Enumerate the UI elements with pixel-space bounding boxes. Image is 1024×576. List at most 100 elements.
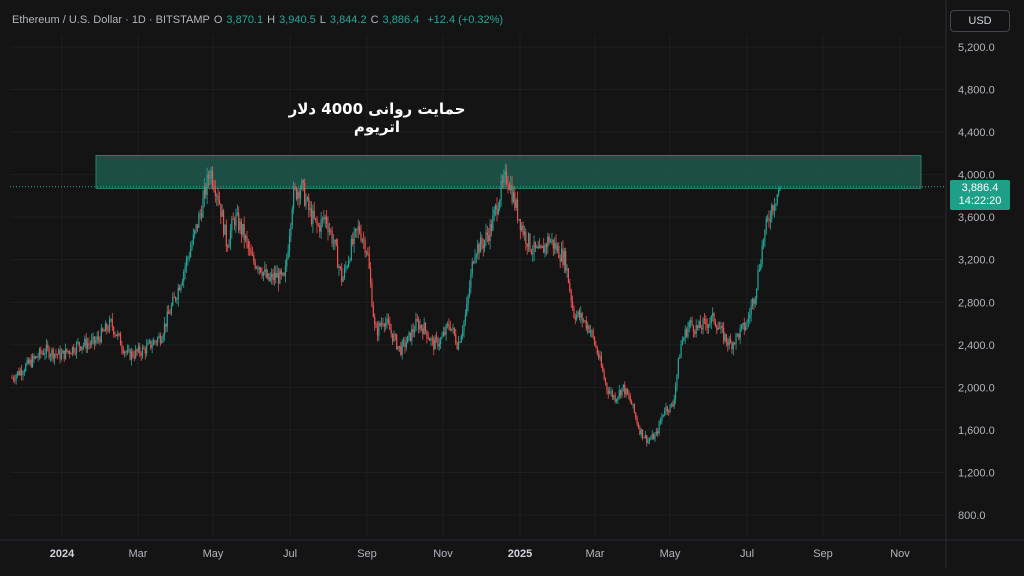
candle-body [372,306,374,317]
candle-body [615,399,618,402]
candle-body [45,344,47,354]
candle-body [203,186,205,198]
candle-body [309,208,311,210]
candle-body [659,420,662,423]
candle-body [260,267,262,273]
candle-body [738,333,740,339]
candle-body [91,339,93,345]
candle-body [720,326,722,329]
candle-body [358,226,361,233]
candle-body [776,194,778,204]
candle-body [725,334,728,343]
candle-body [210,170,212,178]
y-tick-label: 4,000.0 [958,170,995,182]
candle-body [665,406,667,412]
candle-body [415,319,417,331]
chart-annotation[interactable]: حمایت روانی 4000 دلار اتریوم [288,100,466,136]
candle-body [49,355,52,358]
candle-body [56,354,58,355]
candle-body [477,244,479,255]
candle-body [416,319,418,321]
candle-body [709,322,711,325]
candle-body [510,184,512,190]
candle-body [33,355,35,359]
candle-body [690,320,692,323]
candle-body [220,203,222,217]
candle-body [308,197,310,210]
candle-body [271,274,273,278]
y-tick-label: 3,200.0 [958,255,995,267]
candle-body [591,330,593,332]
candle-body [375,324,377,328]
candle-body [534,241,537,248]
candle-body [470,273,472,288]
candle-body [475,254,477,257]
candle-body [523,231,526,235]
candle-body [255,267,258,269]
candle-body [242,224,244,235]
candle-body [584,320,586,322]
candle-body [478,244,480,253]
currency-button[interactable]: USD [950,10,1010,32]
candle-body [758,269,760,271]
candle-body [118,333,120,335]
candle-body [757,270,759,289]
candle-body [724,334,726,342]
candle-body [93,336,96,344]
candle-body [385,322,387,327]
candle-body [150,340,152,348]
candle-body [144,348,146,354]
candle-body [705,319,707,325]
candle-body [408,332,410,336]
candle-body [323,217,325,220]
candle-body [74,352,76,354]
candle-body [635,412,637,418]
candle-body [380,323,383,326]
symbol-title[interactable]: Ethereum / U.S. Dollar · 1D · BITSTAMP [12,14,210,26]
candle-body [346,266,348,268]
candle-body [243,224,245,240]
candle-body [96,336,98,341]
candle-body [603,371,605,379]
candle-body [442,332,444,337]
candle-body [202,197,204,218]
candle-body [504,171,506,176]
candle-body [599,356,601,359]
candle-body [595,344,597,348]
candle-body [36,356,38,358]
candle-body [394,334,396,336]
candle-body [717,328,719,330]
candle-body [537,246,539,249]
y-tick-label: 2,800.0 [958,297,995,309]
candle-body [287,250,289,259]
x-tick-label: May [203,548,224,560]
candle-body [261,272,263,277]
candle-body [125,351,127,353]
candle-body [402,340,405,342]
candle-body [192,234,194,244]
candle-body [530,250,532,254]
candle-body [327,223,329,232]
candle-body [423,322,425,335]
candle-body [78,342,80,347]
candle-body [452,327,454,329]
candle-body [360,232,362,241]
candle-body [736,333,739,335]
candle-body [771,205,773,220]
candle-body [552,239,554,249]
candle-body [695,325,697,334]
candle-body [173,296,175,298]
candle-body [206,174,208,196]
candle-body [687,326,689,337]
candle-body [334,239,336,243]
candle-body [401,341,403,355]
candle-body [273,272,276,281]
candle-body [86,343,89,349]
candle-body [111,319,113,327]
candle-body [108,319,111,331]
candle-body [367,251,369,255]
candle-body [614,395,616,402]
candle-body [227,246,229,248]
